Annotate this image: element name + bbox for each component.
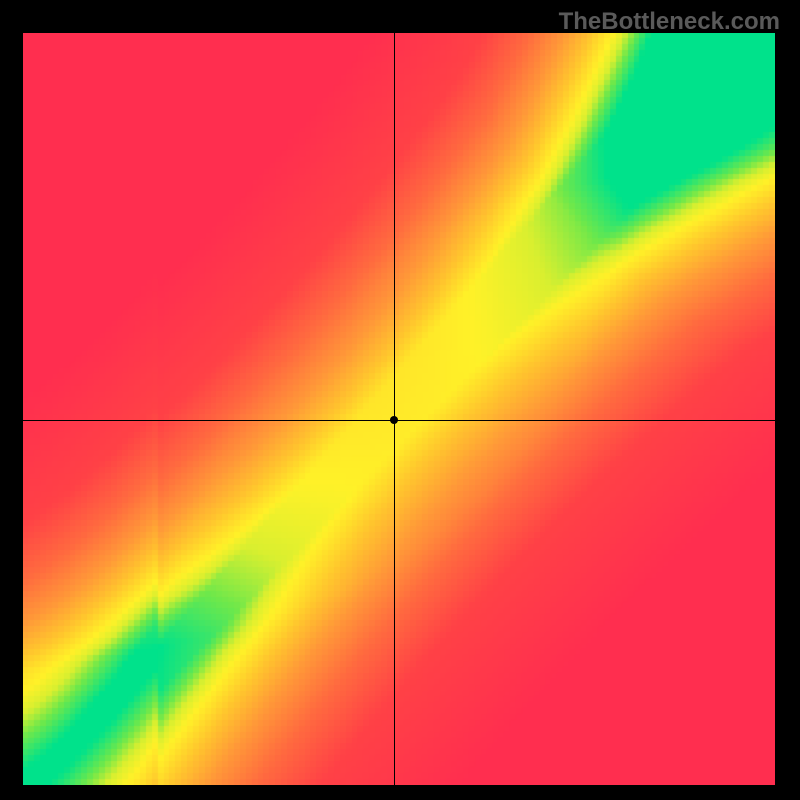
- heatmap-plot: [23, 33, 775, 785]
- heatmap-canvas: [23, 33, 775, 785]
- crosshair-horizontal: [23, 420, 775, 421]
- crosshair-vertical: [394, 33, 395, 785]
- marker-dot: [390, 416, 398, 424]
- watermark-text: TheBottleneck.com: [559, 8, 780, 36]
